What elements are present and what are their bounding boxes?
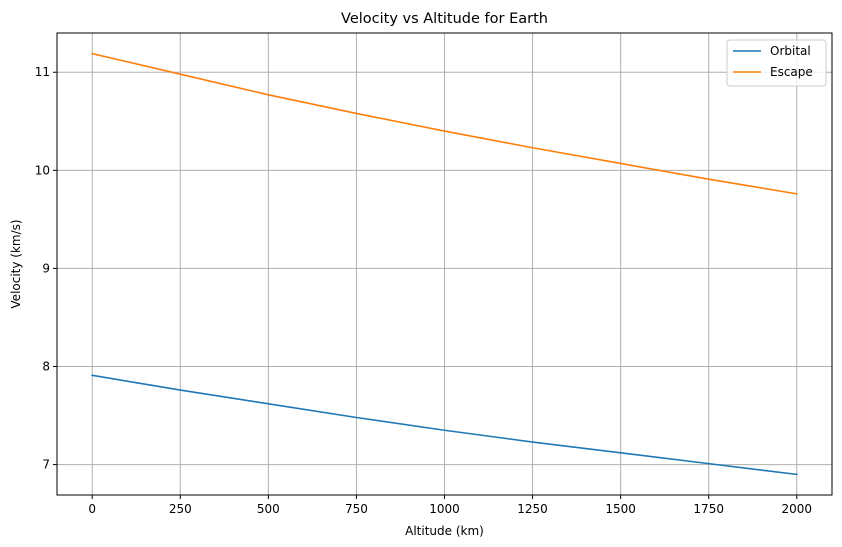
x-tick-label: 500 [257,502,280,516]
x-tick-label: 1500 [605,502,636,516]
series-lines [91,52,798,476]
legend-label-escape: Escape [770,65,813,79]
x-axis-ticks: 0 250 500 750 1000 1250 1500 1750 2000 [88,495,812,516]
y-tick-label: 8 [42,360,50,374]
y-axis-title: Velocity (km/s) [9,219,23,308]
y-tick-label: 10 [35,163,50,177]
chart-title: Velocity vs Altitude for Earth [341,11,548,27]
x-tick-label: 1750 [693,502,724,516]
series-line-escape [91,52,798,195]
legend: Orbital Escape [726,39,827,87]
x-tick-label: 750 [345,502,368,516]
x-tick-label: 1250 [517,502,548,516]
y-axis-ticks: 7 8 9 10 11 [35,65,57,472]
y-tick-label: 11 [35,65,50,79]
series-line-orbital [91,374,798,476]
x-tick-label: 2000 [781,502,812,516]
x-tick-label: 1000 [429,502,460,516]
x-tick-label: 0 [88,502,96,516]
y-tick-label: 9 [42,261,50,275]
x-tick-label: 250 [169,502,192,516]
grid [57,33,832,495]
legend-label-orbital: Orbital [770,44,811,58]
x-axis-title: Altitude (km) [405,524,484,538]
y-tick-label: 7 [42,458,50,472]
